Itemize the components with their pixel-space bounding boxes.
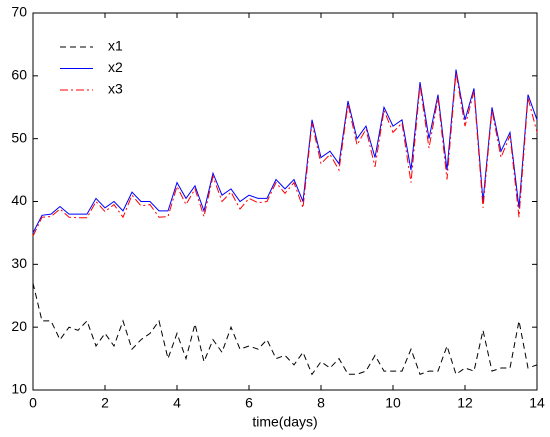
x-tick-label: 14 bbox=[529, 395, 545, 411]
x-tick-label: 8 bbox=[317, 395, 325, 411]
x-tick-label: 12 bbox=[457, 395, 473, 411]
legend-label: x1 bbox=[108, 38, 123, 54]
series-line bbox=[32, 283, 538, 376]
plot-frame bbox=[32, 12, 538, 391]
x-tick-label: 10 bbox=[385, 395, 401, 411]
series-line bbox=[32, 72, 538, 237]
y-tick-label: 30 bbox=[11, 255, 27, 271]
y-tick-label: 50 bbox=[11, 129, 27, 145]
y-tick-label: 40 bbox=[11, 192, 27, 208]
x-tick-label: 2 bbox=[101, 395, 109, 411]
x-axis-label: time(days) bbox=[252, 414, 317, 430]
x-tick-label: 6 bbox=[245, 395, 253, 411]
x-tick-label: 4 bbox=[173, 395, 181, 411]
y-tick-label: 70 bbox=[11, 4, 27, 20]
y-tick-label: 10 bbox=[11, 381, 27, 397]
series-line bbox=[32, 69, 538, 234]
y-tick-label: 60 bbox=[11, 67, 27, 83]
x-tick-label: 0 bbox=[29, 395, 37, 411]
y-tick-label: 20 bbox=[11, 318, 27, 334]
legend-label: x2 bbox=[108, 59, 123, 75]
legend-label: x3 bbox=[108, 81, 123, 97]
